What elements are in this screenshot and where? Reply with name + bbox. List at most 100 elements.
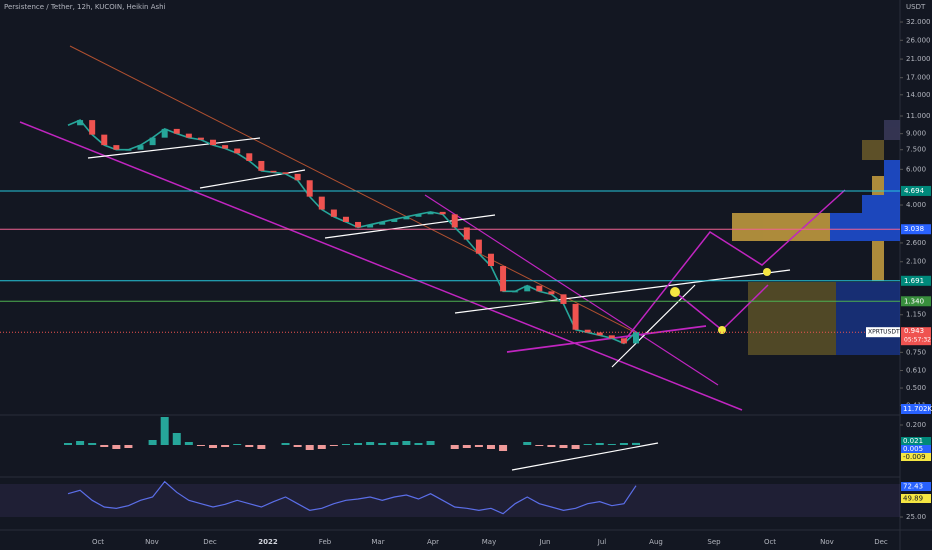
- axis-unit: USDT: [906, 3, 926, 11]
- macd-bar: [607, 444, 616, 445]
- trend-line: [324, 214, 496, 239]
- indicator-box: [901, 445, 931, 453]
- macd-bar: [257, 445, 266, 449]
- price-label-box: [901, 327, 931, 346]
- trend-line: [611, 284, 696, 368]
- macd-bar: [619, 443, 628, 445]
- macd-bar: [317, 445, 326, 449]
- profile-bar: [862, 195, 900, 213]
- x-tick-label: Mar: [371, 538, 384, 546]
- candle: [210, 139, 217, 146]
- macd-bar: [547, 445, 556, 447]
- macd-bar: [559, 445, 568, 448]
- candle: [185, 133, 192, 138]
- x-tick-label: Jun: [539, 538, 551, 546]
- macd-bar: [245, 445, 254, 447]
- macd-bar: [148, 440, 157, 445]
- indicator-box: [901, 482, 931, 491]
- y-tick-label: 7.500: [906, 146, 926, 154]
- candle: [318, 196, 325, 210]
- macd-bar: [196, 445, 205, 446]
- candle: [306, 180, 313, 197]
- candle: [487, 253, 494, 267]
- candle: [330, 209, 337, 217]
- zone-box: [748, 282, 836, 355]
- x-tick-label: Jul: [597, 538, 607, 546]
- y-tick-label: 2.600: [906, 239, 926, 247]
- candle: [596, 332, 603, 336]
- macd-bar: [486, 445, 495, 449]
- macd-bar: [160, 417, 169, 445]
- y-tick-label: 21.000: [906, 55, 931, 63]
- rsi-band: [0, 484, 900, 517]
- rsi-line: [67, 480, 637, 515]
- profile-bar: [862, 140, 884, 160]
- candle: [403, 216, 410, 220]
- profile-bar: [872, 241, 884, 281]
- x-tick-label: Nov: [820, 538, 834, 546]
- profile-bar: [872, 176, 884, 195]
- volume-profile: [732, 120, 900, 355]
- candle: [572, 303, 579, 330]
- indicator-label: 0.005: [903, 445, 923, 453]
- candle: [451, 214, 458, 228]
- candle: [560, 294, 567, 304]
- price-label-box: [901, 275, 931, 286]
- y-tick-label: 1.150: [906, 311, 926, 319]
- price-label-box: [901, 296, 931, 307]
- candle: [246, 153, 253, 161]
- symbol-box: [866, 327, 900, 338]
- candle: [584, 329, 591, 333]
- candle: [367, 224, 374, 228]
- candle: [500, 266, 507, 292]
- x-tick-label: Dec: [203, 538, 217, 546]
- y-tick-label: 26.000: [906, 36, 931, 44]
- macd-bar: [450, 445, 459, 449]
- projection-arrow: [624, 189, 846, 341]
- indicator-box: [901, 453, 931, 461]
- macd-bar: [281, 443, 290, 445]
- macd-bar: [184, 442, 193, 445]
- trend-line: [19, 121, 743, 411]
- y-tick-label: 0.750: [906, 348, 926, 356]
- macd-bar: [426, 441, 435, 445]
- candle: [391, 219, 398, 222]
- profile-bar: [884, 160, 900, 195]
- candle: [633, 332, 639, 344]
- price-label-box: [901, 185, 931, 196]
- candle: [294, 173, 301, 181]
- candle: [77, 120, 84, 126]
- candle: [342, 216, 349, 222]
- y-tick-label: 4.000: [906, 201, 926, 209]
- macd-bar: [341, 444, 350, 445]
- macd-bar: [293, 445, 302, 447]
- candle: [270, 170, 277, 173]
- y-tick-label: 2.100: [906, 258, 926, 266]
- candle: [258, 160, 265, 171]
- price-label: 0.943: [904, 327, 924, 335]
- indicator-label: 72.43: [903, 483, 923, 491]
- candle: [536, 285, 543, 292]
- x-tick-label: Feb: [319, 538, 332, 546]
- macd-bar: [462, 445, 471, 448]
- x-tick-label: Oct: [92, 538, 104, 546]
- candle: [608, 335, 615, 339]
- chart-title: Persistence / Tether, 12h, KUCOIN, Heiki…: [4, 3, 166, 11]
- marker: [670, 287, 680, 297]
- price-label-box: [901, 224, 931, 235]
- macd-bar: [523, 442, 532, 445]
- price-label: 1.340: [904, 297, 924, 305]
- macd-bar: [354, 443, 363, 445]
- candle: [355, 221, 362, 228]
- candle: [427, 211, 434, 215]
- candle: [524, 285, 531, 292]
- macd-bar: [535, 445, 544, 446]
- candle: [439, 211, 446, 215]
- macd-bar: [378, 443, 387, 445]
- macd-bar: [305, 445, 314, 450]
- candle: [620, 338, 627, 344]
- candle: [113, 145, 120, 150]
- macd-bar: [595, 443, 604, 445]
- macd-bar: [172, 433, 181, 445]
